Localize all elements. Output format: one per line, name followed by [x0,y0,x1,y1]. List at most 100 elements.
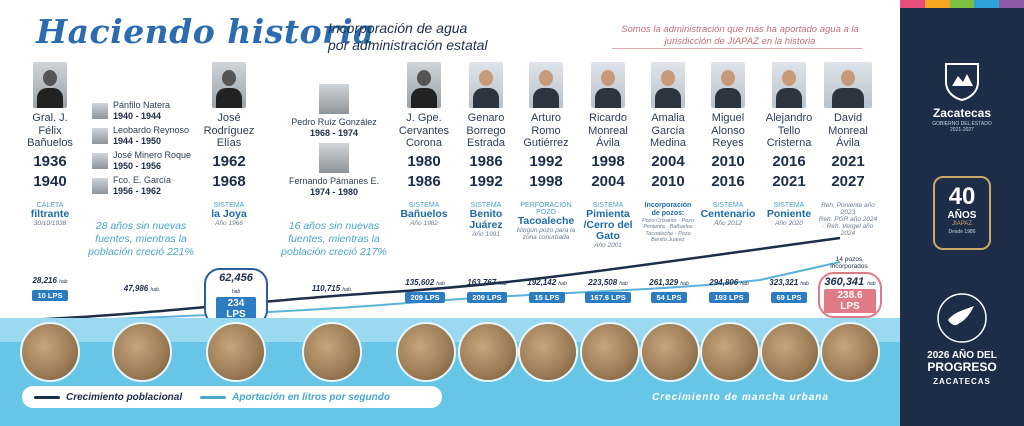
state-gov: GOBIERNO DEL ESTADO 2021-2027 [932,121,992,133]
term-start: 1962 [212,152,246,170]
source-name: Incorporación de pozos: [644,201,692,217]
source-label: SISTEMA [213,201,245,209]
term-start: 1980 [407,152,441,170]
source-date: Año 2001 [594,241,622,249]
term-end: 2027 [831,172,865,190]
source-date: Año 2012 [714,219,742,227]
source-date: Pozo Crisanto · Pozo Pimienta · Bañuelos… [642,217,694,244]
governor-name: David Monreal Ávila [828,112,868,149]
portrait-image [772,62,806,108]
term-start: 1986 [469,152,503,170]
governor-name: Genaro Borrego Estrada [466,112,506,149]
flow-badge: 234 LPS [216,297,256,321]
source-name: la Joya [211,207,247,220]
list-item: Pedro Ruíz González 1968 - 1974 [282,84,386,139]
governor-column: Miguel Alonso Reyes 2010 2016 SISTEMA Ce… [700,62,756,227]
urban-map-image [458,322,518,382]
term-end: 2021 [772,172,806,190]
state-shield-icon [945,63,979,102]
governor-column: J. Gpe. Cervantes Corona 1980 1986 SISTE… [396,62,452,227]
list-item: Leobardo Reynoso 1944 - 1950 [92,125,191,147]
population-badge: 110,715 hab. [311,284,353,293]
governor-name: Alejandro Tello Cristerna [765,112,813,149]
population-badge: 192,142 hab 15 LPS [527,278,567,303]
urban-map-image [820,322,880,382]
portrait-image [92,178,108,194]
term-start: 2010 [711,152,745,170]
governor-column: Arturo Romo Gutiérrez 1992 1998 Perforac… [516,62,576,241]
population-badge: 62,456 hab 234 LPS [204,268,268,326]
legend: Crecimiento poblacional Aportación en li… [22,386,442,408]
governor-column: Alejandro Tello Cristerna 2016 2021 SIST… [760,62,818,227]
term-end: 2016 [711,172,745,190]
urban-map-image [580,322,640,382]
flow-badge: 10 LPS [32,290,68,301]
population-badge: 47,986 hab. [123,284,161,293]
term-start: 1998 [591,152,625,170]
term-end: 1940 [33,172,67,190]
list-item: José Minero Roque 1950 - 1956 [92,150,191,172]
gap-text: 28 años sin nuevas fuentes, mientras la … [88,220,194,258]
portrait-image [711,62,745,108]
term-end: 2010 [651,172,685,190]
governor-column: Amalia García Medina 2004 2010 Incorpora… [640,62,696,244]
term-end: 1998 [529,172,563,190]
population-badge: 163,767 hab 209 LPS [467,278,507,303]
governor-column: José Rodríguez Elías 1962 1968 SISTEMA l… [200,62,258,227]
urban-map-image [518,322,578,382]
legend-item-population: Crecimiento poblacional [34,392,182,403]
population-badge: 261,329 hab 54 LPS [649,278,689,303]
portrait-image [319,143,349,173]
source-name: Poniente [766,207,812,220]
source-name: Pimienta /Cerro del Gato [583,207,633,242]
source-date: Reh. PGR año 2024 · Reh. Vergel año 2024 [818,215,878,237]
portrait-image [33,62,67,108]
source-name: Benito Juárez [469,207,503,231]
population-badge: 28,216 hab 10 LPS [32,276,68,301]
portrait-image [407,62,441,108]
term-start: 2021 [831,152,865,170]
flow-badge: 193 LPS [709,292,749,303]
portrait-image [591,62,625,108]
urban-map-image [396,322,456,382]
flow-badge: 209 LPS [405,292,445,303]
population-badge: 223,508 hab 167.6 LPS [580,278,636,305]
governor-name: José Rodríguez Elías [203,112,255,149]
urban-map-image [112,322,172,382]
governor-column: David Monreal Ávila 2021 2027 Reh. Ponie… [818,62,878,237]
source-name: Bañuelos [400,207,448,220]
legend-swatch [200,395,227,399]
legend-item-flow: Aportación en litros por segundo [200,392,390,403]
portrait-image [529,62,563,108]
governor-name: Ricardo Monreal Ávila [588,112,628,149]
urban-map-image [206,322,266,382]
urban-map-image [302,322,362,382]
term-start: 2016 [772,152,806,170]
urban-map-image [700,322,760,382]
urban-map-image [640,322,700,382]
source-label: SISTEMA [470,201,502,209]
source-name: Tacoaleche [517,214,575,227]
source-label: CALETA [36,201,64,209]
portrait-image [824,62,872,108]
term-start: 1936 [33,152,67,170]
governor-column: Genaro Borrego Estrada 1986 1992 SISTEMA… [458,62,514,238]
year-motto-sub: ZACATECAS [933,377,991,386]
gap-text: 16 años sin nuevas fuentes, mientras la … [281,220,387,258]
source-date: Año 1991 [472,230,500,238]
governor-name: J. Gpe. Cervantes Corona [398,112,450,149]
list-item: Fco. E. García 1956 - 1962 [92,175,191,197]
governor-name: Arturo Romo Gutiérrez [523,112,569,149]
source-label: SISTEMA [408,201,440,209]
term-end: 1986 [407,172,441,190]
flow-badge: 238.6 LPS [824,289,876,313]
source-date: Reh. Poniente año 2023 [821,201,875,216]
list-item: Fernando Pámanes E. 1974 - 1980 [282,143,386,198]
urban-map-image [20,322,80,382]
jiapaz-40-logo: 40 AÑOS JIAPAZ Desde 1986 [933,176,991,250]
term-end: 2004 [591,172,625,190]
population-growth-line [21,236,841,322]
source-label: SISTEMA [773,201,805,209]
list-item: Pánfilo Natera 1940 - 1944 [92,100,191,122]
population-badge: 294,806 hab 193 LPS [709,278,749,303]
